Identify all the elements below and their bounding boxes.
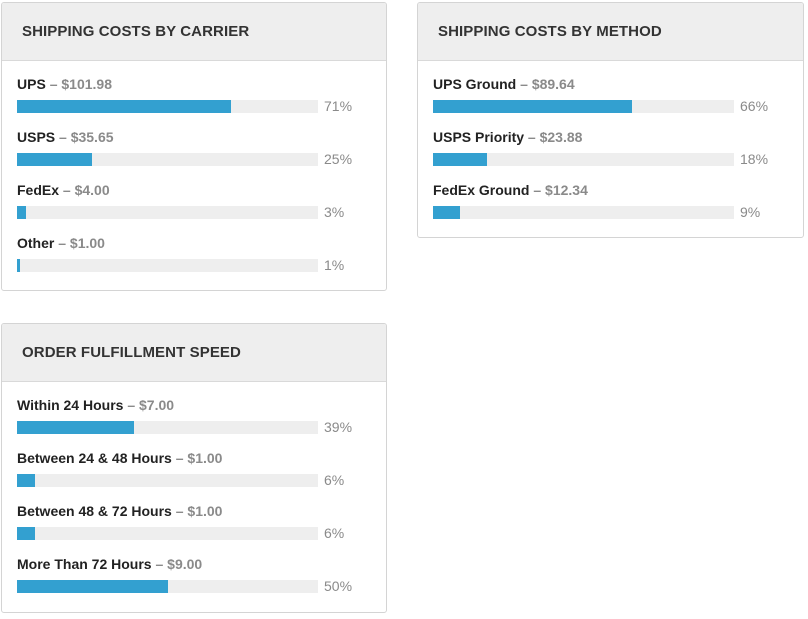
row-label: Between 48 & 72 Hours <box>17 503 172 519</box>
stat-row: FedEx Ground – $12.34 9% <box>433 181 803 234</box>
row-percent: 66% <box>740 98 769 114</box>
row-percent: 50% <box>324 578 353 594</box>
row-list: UPS – $101.98 71% USPS – $35.65 25% FedE… <box>2 61 386 287</box>
progress-bar: 66% <box>433 98 768 114</box>
panel-title: ORDER FULFILLMENT SPEED <box>2 324 386 382</box>
row-percent: 18% <box>740 151 769 167</box>
row-amount: $35.65 <box>70 129 114 145</box>
progress-fill <box>433 205 461 219</box>
row-label: UPS Ground <box>433 76 517 92</box>
stat-row: Within 24 Hours – $7.00 39% <box>17 396 386 449</box>
progress-fill <box>17 205 27 219</box>
stat-row: Between 24 & 48 Hours – $1.00 6% <box>17 449 386 502</box>
row-amount: $12.34 <box>545 182 588 198</box>
row-separator: – <box>520 76 528 92</box>
row-percent: 6% <box>324 525 345 541</box>
row-separator: – <box>62 182 71 198</box>
progress-bar: 6% <box>17 525 344 541</box>
progress-track <box>433 99 734 113</box>
progress-fill <box>433 152 488 166</box>
progress-track <box>433 152 734 166</box>
progress-fill <box>17 579 168 593</box>
row-list: UPS Ground – $89.64 66% USPS Priority – … <box>418 61 803 234</box>
row-separator: – <box>533 182 542 198</box>
progress-fill <box>17 152 93 166</box>
row-amount: $1.00 <box>69 235 105 251</box>
row-amount: $9.00 <box>167 556 203 572</box>
progress-bar: 71% <box>17 98 352 114</box>
row-separator: – <box>59 129 67 145</box>
row-label: USPS Priority <box>433 129 525 145</box>
row-separator: – <box>175 503 184 519</box>
row-label: Within 24 Hours <box>17 397 124 413</box>
progress-bar: 39% <box>17 419 352 435</box>
row-label: FedEx <box>17 182 60 198</box>
row-percent: 9% <box>740 204 761 220</box>
row-amount: $4.00 <box>74 182 110 198</box>
progress-track <box>17 258 318 272</box>
row-label: Between 24 & 48 Hours <box>17 450 172 466</box>
stat-row: USPS Priority – $23.88 18% <box>433 128 803 181</box>
row-percent: 3% <box>324 204 345 220</box>
progress-track <box>17 579 318 593</box>
progress-track <box>17 526 318 540</box>
row-percent: 1% <box>324 257 345 273</box>
row-separator: – <box>127 397 136 413</box>
panel-order-fulfillment-speed: ORDER FULFILLMENT SPEED Within 24 Hours … <box>1 323 387 613</box>
panel-title: SHIPPING COSTS BY CARRIER <box>2 3 386 61</box>
progress-bar: 9% <box>433 204 760 220</box>
row-separator: – <box>49 76 58 92</box>
row-amount: $101.98 <box>61 76 112 92</box>
progress-track <box>17 152 318 166</box>
progress-bar: 25% <box>17 151 352 167</box>
row-amount: $1.00 <box>187 503 223 519</box>
row-separator: – <box>527 129 536 145</box>
progress-bar: 1% <box>17 257 344 273</box>
progress-track <box>433 205 734 219</box>
progress-fill <box>17 258 20 272</box>
progress-fill <box>433 99 632 113</box>
progress-fill <box>17 420 135 434</box>
progress-bar: 3% <box>17 204 344 220</box>
row-amount: $89.64 <box>531 76 575 92</box>
progress-bar: 50% <box>17 578 352 594</box>
stat-row: More Than 72 Hours – $9.00 50% <box>17 555 386 608</box>
progress-fill <box>17 526 36 540</box>
progress-bar: 18% <box>433 151 768 167</box>
progress-fill <box>17 473 36 487</box>
row-label: USPS <box>17 129 56 145</box>
progress-fill <box>17 99 231 113</box>
stat-row: UPS Ground – $89.64 66% <box>433 75 803 128</box>
row-label: UPS <box>17 76 46 92</box>
row-separator: – <box>58 235 67 251</box>
stat-row: Other – $1.00 1% <box>17 234 386 287</box>
stat-row: USPS – $35.65 25% <box>17 128 386 181</box>
row-percent: 25% <box>324 151 353 167</box>
panel-shipping-costs-by-carrier: SHIPPING COSTS BY CARRIER UPS – $101.98 … <box>1 2 387 291</box>
row-separator: – <box>155 556 164 572</box>
row-amount: $7.00 <box>139 397 175 413</box>
stat-row: FedEx – $4.00 3% <box>17 181 386 234</box>
row-percent: 6% <box>324 472 345 488</box>
row-amount: $23.88 <box>539 129 583 145</box>
progress-track <box>17 420 318 434</box>
panel-title: SHIPPING COSTS BY METHOD <box>418 3 803 61</box>
progress-track <box>17 205 318 219</box>
row-amount: $1.00 <box>187 450 223 466</box>
row-separator: – <box>175 450 184 466</box>
progress-track <box>17 99 318 113</box>
stat-row: UPS – $101.98 71% <box>17 75 386 128</box>
row-percent: 71% <box>324 98 353 114</box>
panel-shipping-costs-by-method: SHIPPING COSTS BY METHOD UPS Ground – $8… <box>417 2 804 238</box>
row-label: Other <box>17 235 55 251</box>
row-label: FedEx Ground <box>433 182 530 198</box>
stat-row: Between 48 & 72 Hours – $1.00 6% <box>17 502 386 555</box>
progress-bar: 6% <box>17 472 344 488</box>
progress-track <box>17 473 318 487</box>
row-list: Within 24 Hours – $7.00 39% Between 24 &… <box>2 382 386 608</box>
row-label: More Than 72 Hours <box>17 556 152 572</box>
row-percent: 39% <box>324 419 353 435</box>
